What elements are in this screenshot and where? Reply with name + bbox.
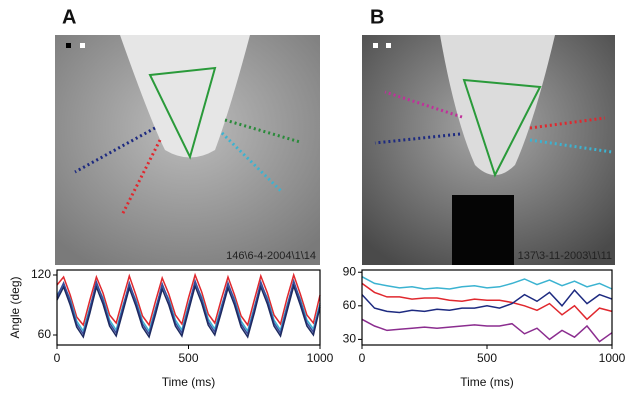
x-tick-label: 500 bbox=[178, 351, 198, 365]
data-line bbox=[361, 282, 613, 321]
data-line bbox=[56, 283, 321, 339]
y-tick-label: 120 bbox=[31, 267, 51, 281]
x-tick-label: 0 bbox=[54, 351, 61, 365]
data-line bbox=[361, 318, 613, 343]
x-axis-label: Time (ms) bbox=[460, 375, 514, 389]
y-tick-label: 90 bbox=[343, 264, 357, 278]
x-tick-label: 1000 bbox=[307, 351, 334, 365]
data-line bbox=[361, 276, 613, 290]
photo-caption: 146\6-4-2004\1\14 bbox=[226, 250, 316, 262]
y-axis-label: Angle (deg) bbox=[8, 276, 22, 338]
panel-label: B bbox=[370, 6, 384, 28]
panel-label: A bbox=[62, 6, 76, 28]
x-tick-label: 0 bbox=[359, 351, 366, 365]
data-line bbox=[56, 278, 321, 336]
y-tick-label: 30 bbox=[343, 332, 357, 346]
photo-caption: 137\3-11-2003\1\11 bbox=[518, 250, 612, 262]
y-tick-label: 60 bbox=[38, 327, 52, 341]
data-line bbox=[361, 288, 613, 314]
y-tick-label: 60 bbox=[343, 298, 357, 312]
photo-b: 137\3-11-2003\1\11 bbox=[362, 35, 615, 265]
photo-a: 146\6-4-2004\1\14 bbox=[55, 35, 320, 265]
x-axis-label: Time (ms) bbox=[162, 375, 216, 389]
x-tick-label: 500 bbox=[477, 351, 497, 365]
data-line bbox=[56, 272, 321, 327]
x-tick-label: 1000 bbox=[599, 351, 626, 365]
